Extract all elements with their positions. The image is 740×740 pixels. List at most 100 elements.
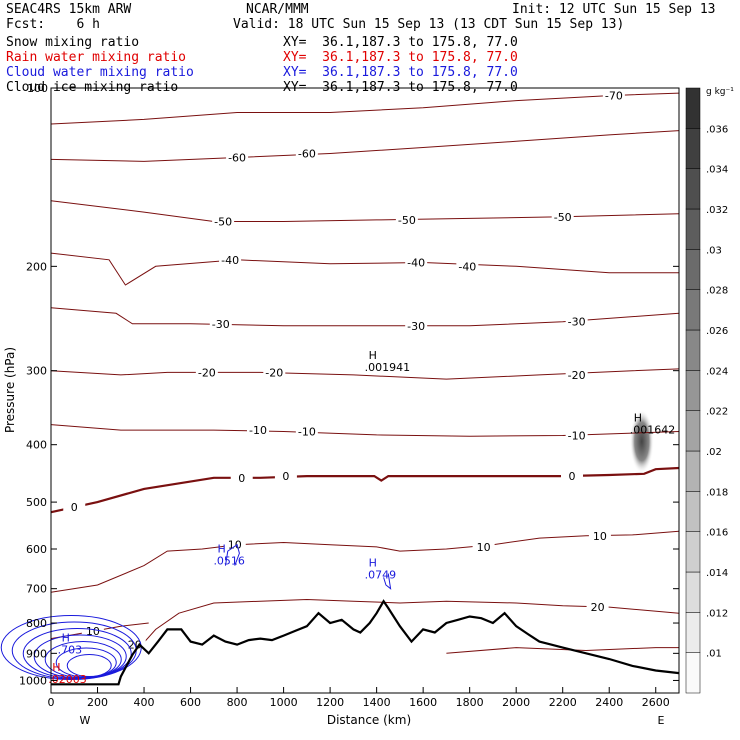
contour-label: -10 [249,424,267,437]
contour-label: -30 [212,318,230,331]
x-tick-label: 1200 [316,696,344,709]
maximum-value: .0749 [365,569,397,582]
contour-label-bg [565,428,588,441]
x-tick-label: 2400 [595,696,623,709]
colorbar-segment [685,571,701,613]
y-tick-label: 500 [26,496,47,509]
cloud-water-contour [22,628,132,680]
field-snow-xy: XY= 36.1,187.3 to 175.8, 77.0 [283,35,518,50]
colorbar-segment [685,208,701,250]
contour-label-bg [219,252,242,265]
temperature-contour-m30 [50,307,680,327]
temperature-contour-m10 [50,424,680,437]
contour-label-bg [195,365,218,378]
contour-label-bg [588,528,611,541]
temperature-contour-20 [139,598,680,648]
contour-label-bg [405,255,428,268]
y-tick-label: 300 [26,365,47,378]
organization-label: NCAR/MMM [246,2,309,17]
colorbar-label: .012 [706,608,728,619]
contour-label: 0 [71,501,78,514]
y-axis-title: Pressure (hPa) [3,347,17,433]
colorbar: .01 .012 .014 .016 .018 .02 .022 .024 .026 .028 .0… [685,87,728,694]
contour-label-bg [565,314,588,327]
colorbar-segment [685,168,701,210]
contour-label: -50 [398,214,416,227]
colorbar-segment [685,289,701,331]
maximum-H-marker: H [369,557,377,570]
contour-label-bg [586,600,609,613]
init-time: Init: 12 UTC Sun 15 Sep 13 [512,2,716,17]
x-tick-label: 400 [134,696,155,709]
contour-label-bg [395,212,418,225]
colorbar-label: .01 [706,649,722,660]
contour-label-bg [456,259,479,272]
cloud-water-contour [66,654,112,678]
field-rain-label: Rain water mixing ratio [6,50,187,65]
field-cloud-water-xy: XY= 36.1,187.3 to 175.8, 77.0 [283,65,518,80]
contour-label-bg [212,214,235,227]
field-snow-label: Snow mixing ratio [6,35,140,50]
contour-label: -40 [407,256,425,269]
contour-label-bg [209,316,232,329]
contour-label: -70 [605,90,623,103]
temperature-contour-m70 [50,92,680,125]
contour-label: -20 [198,366,216,379]
colorbar-label: .016 [706,528,728,539]
contour-label: 10 [86,625,100,638]
colorbar-label: .014 [706,568,728,579]
contour-label: 20 [591,601,605,614]
colorbar-segment [685,491,701,532]
plot-frame [50,87,680,694]
maximum-H-marker: H [369,349,377,362]
maximum-H-marker: H [62,632,70,645]
contour-label-bg [226,150,249,163]
colorbar-segment [685,450,701,492]
contour-label: -50 [554,211,572,224]
y-tick-label: 1000 [19,674,47,687]
contour-label-bg [247,423,270,436]
contour-label: 0 [569,470,576,483]
cloud-water-contour [55,647,117,678]
x-end-label-west: W [80,714,91,727]
maximum-H-marker: H [634,412,642,425]
colorbar-label: .026 [706,326,728,337]
contour-label-bg [295,424,318,437]
y-tick-label: 700 [26,583,47,596]
temperature-contours: -70 -60 -60 -50 -50 -50 -40 -40 -40 -30 -30 -30 -20 -… [50,88,680,654]
x-tick-label: 1800 [456,696,484,709]
x-end-label-east: E [658,714,665,727]
colorbar-label: .034 [706,165,728,176]
contour-label-bg [223,537,246,550]
ice-shading-blob [629,409,654,474]
field-cloud-water-label: Cloud water mixing ratio [6,65,194,80]
x-tick-label: 800 [227,696,248,709]
colorbar-label: .03 [706,245,722,256]
contour-label-bg [561,469,584,482]
contour-label: -40 [458,260,476,273]
model-title: SEAC4RS 15km ARW [6,2,132,17]
ice-shading-layer [629,409,654,474]
temperature-contour-10 [50,530,680,593]
x-tick-label: 600 [180,696,201,709]
y-top-label: 100 [27,82,48,95]
cloud-water-contours [0,543,392,681]
contour-label: -30 [407,320,425,333]
x-tick-label: 0 [48,696,55,709]
contour-label: -40 [221,254,239,267]
colorbar-label: .032 [706,205,728,216]
cloud-water-contour [224,543,240,566]
contour-label-bg [274,469,297,482]
colorbar-segment [685,410,701,452]
valid-time: Valid: 18 UTC Sun 15 Sep 13 (13 CDT Sun … [233,17,625,32]
contour-label: 0 [282,470,289,483]
contour-label: 10 [477,541,491,554]
y-tick-label: 600 [26,543,47,556]
x-tick-label: 1000 [270,696,298,709]
contour-label: 10 [593,530,607,543]
colorbar-segment [685,612,701,653]
contour-label-bg [405,318,428,331]
temperature-contour-m40 [50,252,679,286]
